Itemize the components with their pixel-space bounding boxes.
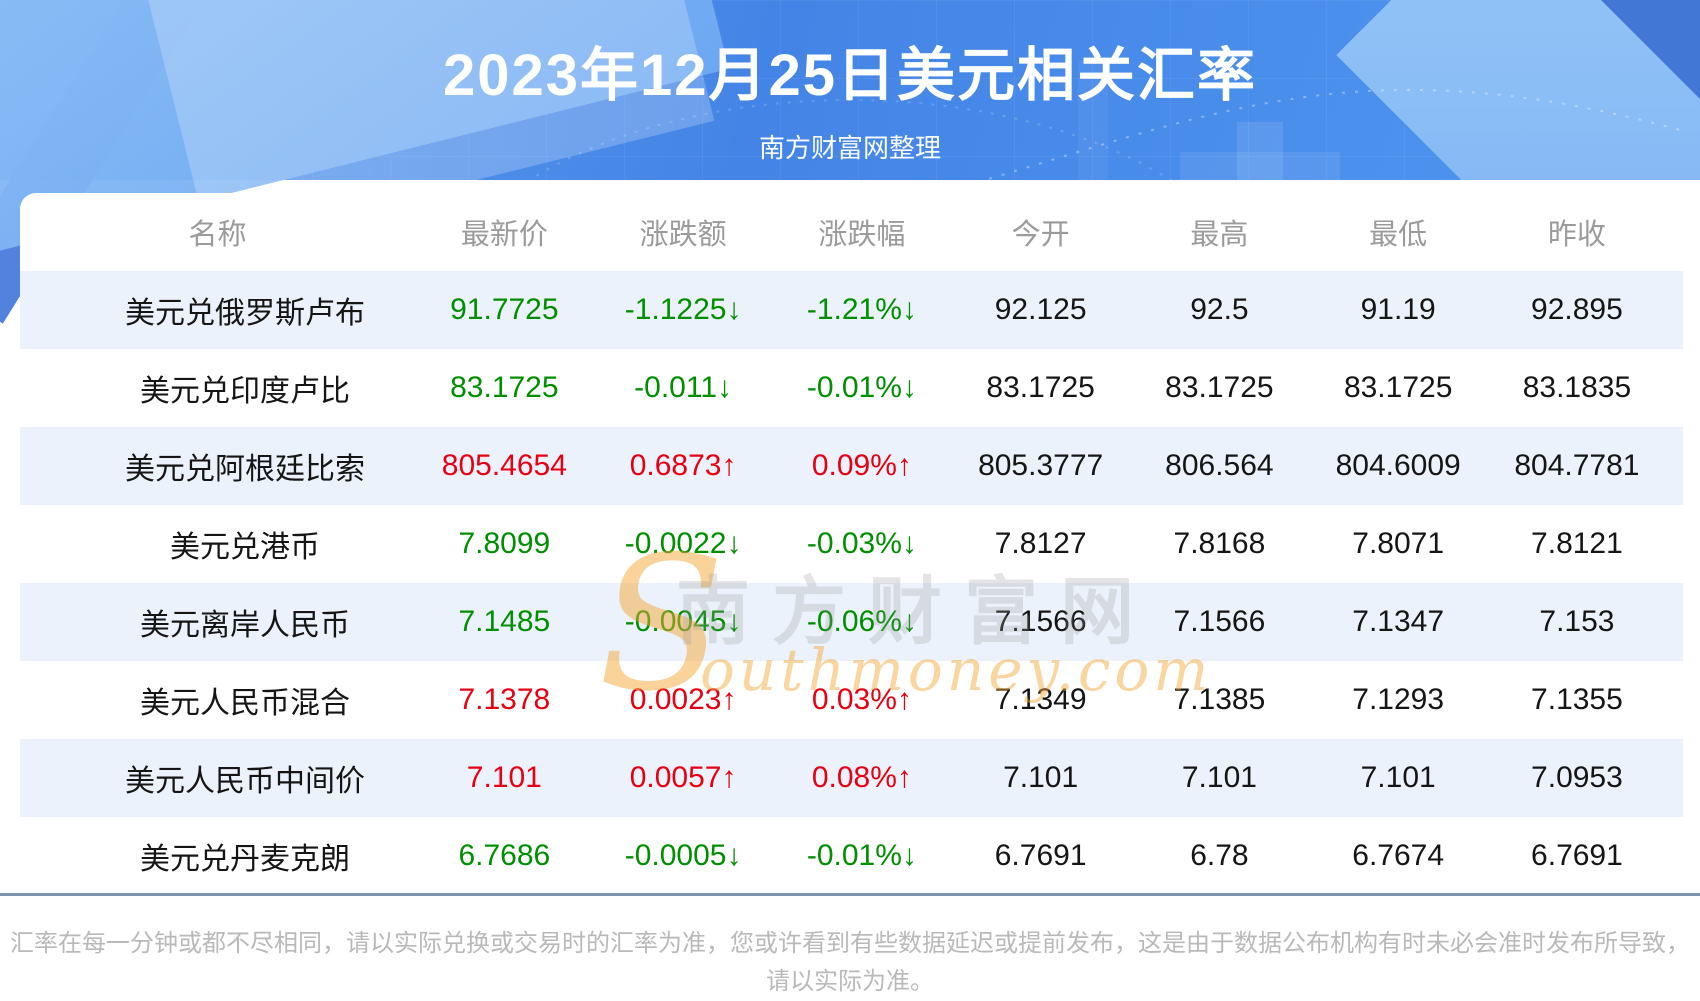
low-price: 7.1347: [1352, 605, 1445, 638]
change-amount: 0.0057↑: [629, 761, 737, 794]
change-amount: -0.011↓: [634, 371, 733, 404]
banner-dashed-curve: [527, 88, 1681, 180]
open-price: 83.1725: [986, 371, 1095, 404]
change-percent: 0.09%↑: [811, 449, 912, 482]
low-price: 6.7674: [1352, 839, 1445, 872]
open-price: 7.101: [1003, 761, 1079, 794]
prev-close-price: 7.1355: [1531, 683, 1623, 716]
high-price: 7.8168: [1173, 527, 1266, 560]
low-price: 7.1293: [1352, 683, 1445, 716]
latest-price: 91.7725: [450, 293, 559, 326]
col-header-change-pct: 涨跌幅: [818, 219, 906, 251]
change-percent: -0.03%↓: [806, 527, 917, 560]
low-price: 91.19: [1360, 293, 1436, 326]
open-price: 805.3777: [978, 449, 1104, 482]
prev-close-price: 7.8121: [1531, 527, 1623, 560]
high-price: 6.78: [1190, 839, 1249, 872]
col-header-spacer: [1666, 193, 1683, 271]
banner-bar-chart-decor: [1078, 60, 1108, 180]
pair-name: 美元兑港币: [169, 531, 320, 564]
change-amount: -0.0022↓: [624, 527, 742, 560]
latest-price: 6.7686: [458, 839, 551, 872]
open-price: 7.8127: [994, 527, 1087, 560]
table-header-row: 名称 最新价 涨跌额 涨跌幅 今开 最高 最低 昨收: [20, 193, 1683, 271]
pair-name: 美元兑印度卢比: [139, 375, 350, 408]
low-price: 7.101: [1360, 761, 1436, 794]
table-row: 美元人民币中间价 7.101 0.0057↑ 0.08%↑ 7.101 7.10…: [20, 739, 1683, 817]
footer-disclaimer: 汇率在每一分钟或都不尽相同，请以实际兑换或交易时的汇率为准，您或许看到有些数据延…: [0, 925, 1700, 1001]
prev-close-price: 6.7691: [1531, 839, 1623, 872]
change-amount: -0.0045↓: [624, 605, 742, 638]
pair-name: 美元离岸人民币: [139, 609, 350, 642]
footer-divider: [0, 893, 1700, 896]
footer-disclaimer-line2: 请以实际为准。: [766, 968, 934, 995]
high-price: 83.1725: [1165, 371, 1274, 404]
latest-price: 7.1485: [458, 605, 551, 638]
change-percent: -1.21%↓: [806, 293, 917, 326]
open-price: 7.1349: [994, 683, 1087, 716]
table-row: 美元兑印度卢比 83.1725 -0.011↓ -0.01%↓ 83.1725 …: [20, 349, 1683, 427]
change-amount: 0.0023↑: [629, 683, 737, 716]
col-header-change: 涨跌额: [639, 219, 727, 251]
high-price: 92.5: [1190, 293, 1249, 326]
col-header-name: 名称: [188, 219, 247, 251]
pair-name: 美元人民币中间价: [124, 765, 365, 798]
change-percent: -0.01%↓: [806, 839, 917, 872]
col-header-high: 最高: [1190, 219, 1249, 251]
change-percent: 0.03%↑: [811, 683, 912, 716]
table-row: 美元兑港币 7.8099 -0.0022↓ -0.03%↓ 7.8127 7.8…: [20, 505, 1683, 583]
table-row: 美元兑阿根廷比索 805.4654 0.6873↑ 0.09%↑ 805.377…: [20, 427, 1683, 505]
banner-bar-chart-decor: [1237, 122, 1283, 180]
latest-price: 83.1725: [450, 371, 559, 404]
pair-name: 美元兑丹麦克朗: [139, 843, 350, 876]
col-header-low: 最低: [1369, 219, 1428, 251]
change-amount: -1.1225↓: [624, 293, 742, 326]
page-subtitle: 南方财富网整理: [758, 133, 941, 163]
pair-name: 美元兑俄罗斯卢布: [124, 297, 365, 330]
high-price: 806.564: [1165, 449, 1274, 482]
low-price: 804.6009: [1335, 449, 1461, 482]
col-header-open: 今开: [1011, 219, 1070, 251]
change-percent: -0.06%↓: [806, 605, 917, 638]
latest-price: 805.4654: [441, 449, 567, 482]
high-price: 7.1385: [1173, 683, 1266, 716]
footer-disclaimer-line1: 汇率在每一分钟或都不尽相同，请以实际兑换或交易时的汇率为准，您或许看到有些数据延…: [10, 930, 1690, 957]
col-header-latest: 最新价: [460, 219, 548, 251]
prev-close-price: 83.1835: [1522, 371, 1632, 404]
pair-name: 美元人民币混合: [139, 687, 350, 720]
prev-close-price: 92.895: [1531, 293, 1623, 326]
change-percent: -0.01%↓: [806, 371, 917, 404]
table-row: 美元兑俄罗斯卢布 91.7725 -1.1225↓ -1.21%↓ 92.125…: [20, 271, 1683, 349]
rates-table-card: 名称 最新价 涨跌额 涨跌幅 今开 最高 最低 昨收 美元兑俄罗斯卢布 91.7…: [20, 193, 1683, 893]
table-row: 美元人民币混合 7.1378 0.0023↑ 0.03%↑ 7.1349 7.1…: [20, 661, 1683, 739]
latest-price: 7.101: [466, 761, 542, 794]
change-amount: -0.0005↓: [624, 839, 742, 872]
prev-close-price: 7.153: [1539, 605, 1615, 638]
low-price: 7.8071: [1352, 527, 1445, 560]
open-price: 7.1566: [994, 605, 1087, 638]
rates-table: 名称 最新价 涨跌额 涨跌幅 今开 最高 最低 昨收 美元兑俄罗斯卢布 91.7…: [20, 193, 1683, 893]
latest-price: 7.8099: [458, 527, 551, 560]
page-title: 2023年12月25日美元相关汇率: [442, 43, 1258, 108]
high-price: 7.101: [1181, 761, 1257, 794]
table-row: 美元兑丹麦克朗 6.7686 -0.0005↓ -0.01%↓ 6.7691 6…: [20, 817, 1683, 893]
open-price: 6.7691: [994, 839, 1087, 872]
table-row: 美元离岸人民币 7.1485 -0.0045↓ -0.06%↓ 7.1566 7…: [20, 583, 1683, 661]
open-price: 92.125: [994, 293, 1087, 326]
high-price: 7.1566: [1173, 605, 1266, 638]
prev-close-price: 7.0953: [1531, 761, 1623, 794]
latest-price: 7.1378: [458, 683, 551, 716]
banner-bar-chart-decor: [1180, 152, 1340, 180]
change-percent: 0.08%↑: [811, 761, 912, 794]
col-header-prev-close: 昨收: [1547, 219, 1606, 251]
change-amount: 0.6873↑: [629, 449, 737, 482]
pair-name: 美元兑阿根廷比索: [124, 453, 365, 486]
low-price: 83.1725: [1343, 371, 1453, 404]
prev-close-price: 804.7781: [1514, 449, 1640, 482]
